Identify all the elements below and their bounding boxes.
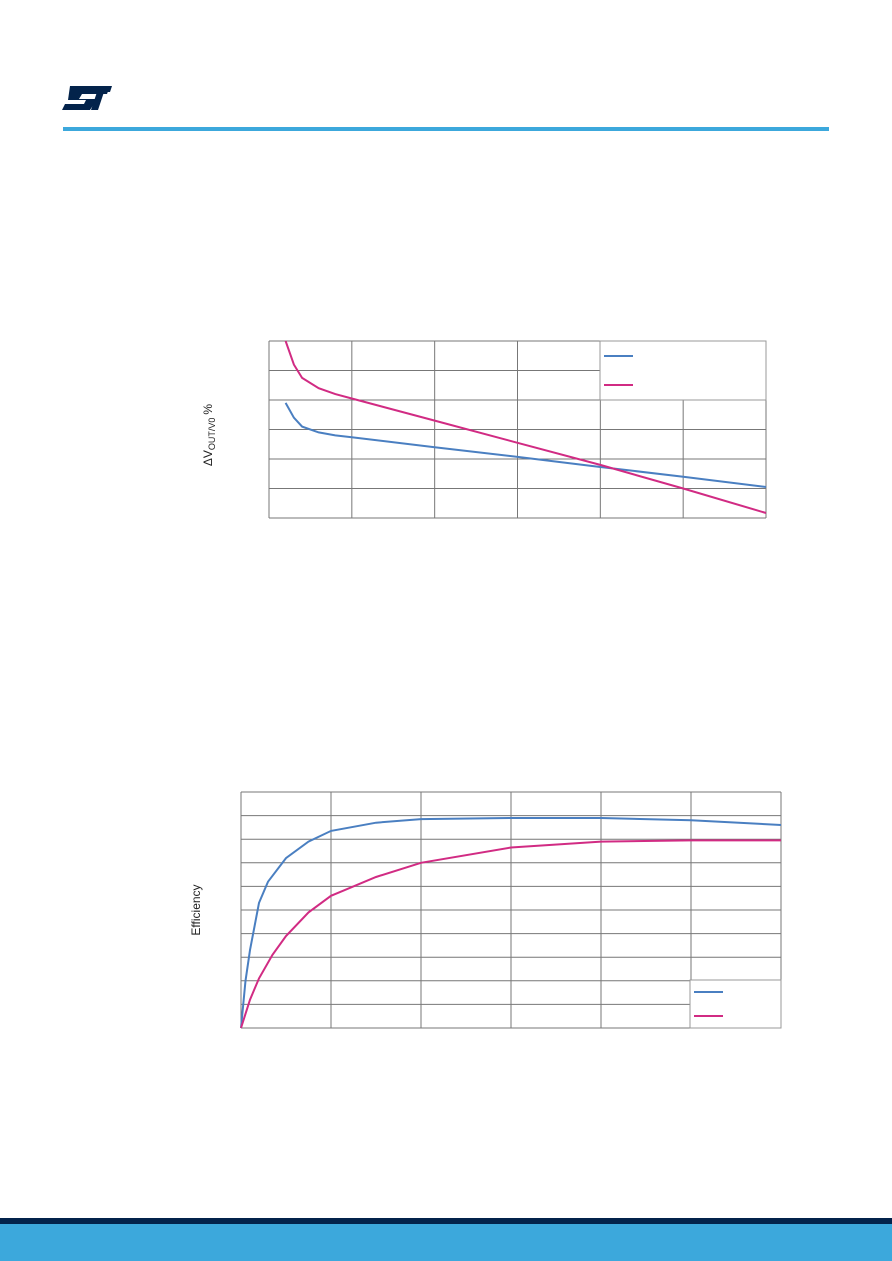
series-line (240, 839, 781, 1029)
y-axis-label-main: ΔV (201, 450, 215, 466)
header-rule (63, 127, 829, 131)
series-line (284, 340, 767, 514)
footer-band-dark (0, 1218, 892, 1224)
footer-band (0, 1224, 892, 1261)
y-axis-label-unit: % (201, 404, 215, 415)
series-line (240, 817, 782, 1029)
y-axis-label-sub: OUT/V0 (207, 418, 217, 451)
y-axis-label: ΔVOUT/V0% (201, 404, 217, 467)
st-logo (62, 86, 112, 110)
legend-box (599, 340, 767, 401)
y-axis-label: Efficiency (189, 884, 203, 935)
legend-box (689, 979, 782, 1029)
series-line (284, 402, 767, 488)
